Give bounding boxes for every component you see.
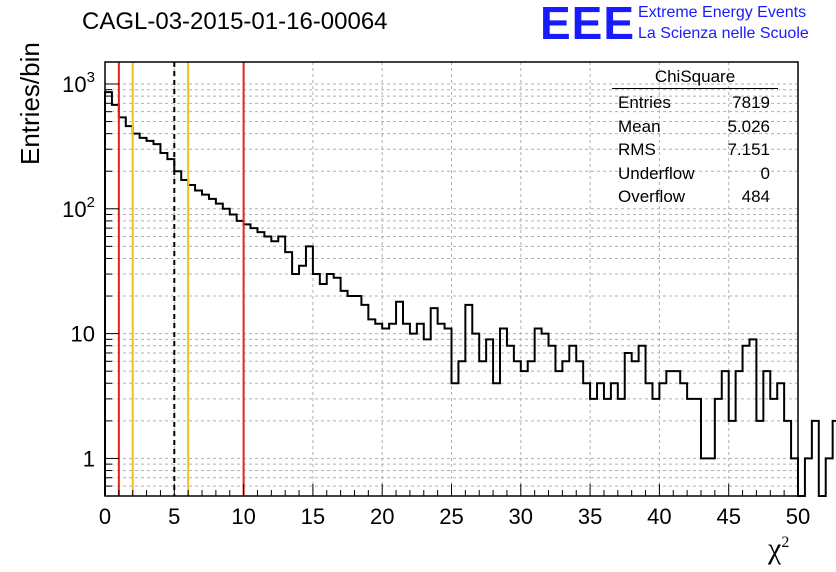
logo-line-2: La Scienza nelle Scuole <box>638 25 809 42</box>
x-axis-label-base: χ <box>768 532 782 565</box>
stats-value: 5.026 <box>727 116 770 136</box>
stats-row-overflow: Overflow 484 <box>612 185 778 209</box>
y-tick-label: 103 <box>62 69 95 97</box>
stats-value: 7.151 <box>727 140 770 159</box>
stats-row-underflow: Underflow 0 <box>612 162 778 186</box>
x-tick-label: 35 <box>578 504 602 529</box>
x-tick-label: 45 <box>716 504 740 529</box>
y-tick-label: 102 <box>62 194 95 222</box>
x-tick-label: 10 <box>231 504 255 529</box>
stats-box: ChiSquare Entries 7819 Mean 5.026 RMS 7.… <box>612 66 778 209</box>
stats-value: 7819 <box>732 93 770 112</box>
stats-label: Underflow <box>618 163 695 183</box>
x-tick-label: 40 <box>647 504 671 529</box>
x-axis-label-sup: 2 <box>781 534 790 551</box>
x-axis-label: χ2 <box>768 532 789 566</box>
x-tick-label: 15 <box>301 504 325 529</box>
stats-row-entries: Entries 7819 <box>612 91 778 115</box>
y-axis-label: Entries/bin <box>15 42 45 165</box>
stats-label: RMS <box>618 140 656 159</box>
logo-line-1: Extreme Energy Events <box>638 4 807 21</box>
eee-logo: EEE <box>540 0 636 49</box>
stats-label: Entries <box>618 93 671 112</box>
stats-title: ChiSquare <box>612 66 778 89</box>
marker-lines <box>117 62 245 496</box>
histogram-series <box>104 91 836 497</box>
x-tick-label: 5 <box>168 504 180 529</box>
stats-value: 484 <box>741 187 770 206</box>
y-tick-label: 1 <box>83 446 95 471</box>
x-tick-label: 0 <box>99 504 111 529</box>
stats-label: Overflow <box>618 187 686 206</box>
chart-title: CAGL-03-2015-01-16-00064 <box>82 8 388 35</box>
x-tick-label: 50 <box>786 504 810 529</box>
grid <box>105 62 798 497</box>
y-tick-label: 10 <box>71 322 95 347</box>
histogram-step-line <box>104 91 836 497</box>
stats-value: 0 <box>760 163 770 183</box>
stats-row-mean: Mean 5.026 <box>612 115 778 139</box>
tick-labels: 0 5 10 15 20 25 30 35 40 45 50 1 10 102 103 <box>62 69 810 529</box>
stats-label: Mean <box>618 116 661 136</box>
axis-ticks <box>104 83 799 497</box>
x-tick-label: 25 <box>439 504 463 529</box>
x-tick-label: 20 <box>370 504 394 529</box>
stats-row-rms: RMS 7.151 <box>612 138 778 162</box>
x-tick-label: 30 <box>509 504 533 529</box>
